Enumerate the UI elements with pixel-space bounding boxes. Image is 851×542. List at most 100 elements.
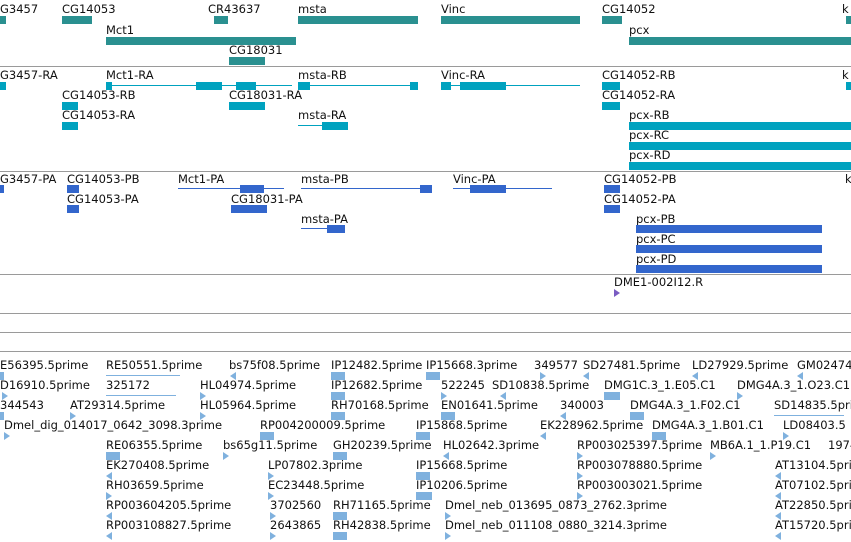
protein-exon[interactable] (470, 185, 506, 193)
protein-label[interactable]: msta-PA (301, 212, 348, 226)
est-label[interactable]: Dmel_dig_014017_0642_3098.3prime (4, 418, 223, 432)
est-arrow-icon[interactable] (797, 372, 803, 380)
est-arrow-icon[interactable] (70, 412, 76, 420)
est-arrow-icon[interactable] (268, 492, 274, 500)
est-label[interactable]: LD27929.5prime (692, 358, 789, 372)
protein-feature[interactable] (67, 205, 79, 213)
est-label[interactable]: HL04974.5prime (200, 378, 297, 392)
protein-label[interactable]: G3457-PA (0, 172, 57, 186)
est-label[interactable]: DMG4A.3_1.F02.C1 (630, 398, 741, 412)
est-label[interactable]: RP003078880.5prime (577, 458, 703, 472)
est-label[interactable]: GM02474 (797, 358, 851, 372)
est-label[interactable]: MB6A.1_1.P19.C1 (710, 438, 812, 452)
est-feature[interactable] (630, 412, 644, 420)
gene-feature[interactable] (629, 37, 851, 45)
est-arrow-icon[interactable] (737, 392, 743, 400)
protein-label[interactable]: pcx-PD (636, 252, 677, 266)
est-feature[interactable] (106, 452, 120, 460)
transcript-label[interactable]: CG14053-RB (62, 88, 136, 102)
transcript-feature[interactable] (629, 162, 851, 170)
transcript-label[interactable]: G3457-RA (0, 68, 58, 82)
est-label[interactable]: Dmel_neb_013695_0873_2762.3prime (445, 498, 667, 512)
transcript-label[interactable]: pcx-RB (629, 108, 670, 122)
est-label[interactable]: IP15668.5prime (416, 458, 508, 472)
est-feature[interactable] (0, 372, 4, 380)
est-arrow-icon[interactable] (692, 372, 698, 380)
gene-label[interactable]: k (842, 2, 849, 16)
transcript-label[interactable]: pcx-RD (629, 148, 671, 162)
est-label[interactable]: RP003604205.5prime (106, 498, 232, 512)
est-label[interactable]: DMG1C.3_1.E05.C1 (604, 378, 716, 392)
est-arrow-icon[interactable] (500, 392, 506, 400)
est-arrow-icon[interactable] (445, 532, 451, 540)
est-arrow-icon[interactable] (775, 512, 781, 520)
transcript-label[interactable]: Mct1-RA (106, 68, 154, 82)
transcript-label[interactable]: msta-RB (298, 68, 347, 82)
est-arrow-icon[interactable] (443, 452, 449, 460)
gene-feature[interactable] (602, 16, 622, 24)
protein-exon[interactable] (327, 225, 345, 233)
est-label[interactable]: 1974 (828, 438, 851, 452)
gene-feature[interactable] (846, 16, 851, 24)
est-label[interactable]: AT15720.5prime (775, 518, 851, 532)
est-label[interactable]: AT29314.5prime (70, 398, 166, 412)
est-arrow-icon[interactable] (270, 512, 276, 520)
est-arrow-icon[interactable] (230, 372, 236, 380)
gene-label[interactable]: Mct1 (106, 23, 135, 37)
est-label[interactable]: HL02642.3prime (443, 438, 540, 452)
est-label[interactable]: 349577 (534, 358, 578, 372)
est-arrow-icon[interactable] (106, 492, 112, 500)
transcript-feature[interactable] (62, 122, 78, 130)
gene-label[interactable]: G3457 (0, 2, 39, 16)
est-label[interactable]: RE50551.5prime (106, 358, 203, 372)
protein-label[interactable]: CG14052-PB (604, 172, 677, 186)
est-arrow-icon[interactable] (106, 532, 112, 540)
est-label[interactable]: SD27481.5prime (583, 358, 681, 372)
gene-feature[interactable] (0, 16, 6, 24)
est-label[interactable]: IP15668.3prime (426, 358, 518, 372)
est-arrow-icon[interactable] (441, 392, 447, 400)
transcript-exon[interactable] (106, 82, 112, 90)
est-label[interactable]: 325172 (106, 378, 150, 392)
est-arrow-icon[interactable] (223, 452, 229, 460)
est-arrow-icon[interactable] (200, 392, 206, 400)
est-label[interactable]: D16910.5prime (0, 378, 90, 392)
gene-feature[interactable] (441, 16, 580, 24)
est-label[interactable]: AT07102.5prime (775, 478, 851, 492)
est-label[interactable]: 2643865 (270, 518, 322, 532)
est-label[interactable]: IP15868.5prime (416, 418, 508, 432)
est-arrow-icon[interactable] (577, 452, 583, 460)
gene-feature[interactable] (106, 37, 296, 45)
est-arrow-icon[interactable] (270, 532, 276, 540)
est-label[interactable]: IP10206.5prime (416, 478, 508, 492)
protein-feature[interactable] (231, 205, 267, 213)
protein-feature[interactable] (636, 245, 822, 253)
transcript-exon[interactable] (236, 82, 256, 90)
est-label[interactable]: 344543 (0, 398, 44, 412)
protein-label[interactable]: Mct1-PA (178, 172, 225, 186)
est-label[interactable]: GH20239.5prime (333, 438, 432, 452)
est-arrow-icon[interactable] (445, 512, 451, 520)
transcript-feature[interactable] (0, 82, 6, 90)
est-arrow-icon[interactable] (583, 372, 589, 380)
est-label[interactable]: SD10838.5prime (492, 378, 590, 392)
gene-label[interactable]: CG14052 (602, 2, 656, 16)
gene-feature[interactable] (298, 16, 418, 24)
protein-feature[interactable] (604, 185, 620, 193)
est-feature[interactable] (331, 372, 345, 380)
est-label[interactable]: Dmel_neb_011108_0880_3214.3prime (445, 518, 667, 532)
transcript-label[interactable]: CG18031-RA (229, 88, 303, 102)
est-label[interactable]: EC23448.5prime (268, 478, 365, 492)
est-arrow-icon[interactable] (710, 452, 716, 460)
est-label[interactable]: bs65g11.5prime (223, 438, 318, 452)
est-label[interactable]: RE06355.5prime (106, 438, 203, 452)
est-arrow-icon[interactable] (106, 472, 112, 480)
est-label[interactable]: RP003003021.5prime (577, 478, 703, 492)
est-label[interactable]: RH42838.5prime (333, 518, 431, 532)
est-label[interactable]: LP07802.3prime (268, 458, 363, 472)
clone-marker-icon[interactable] (614, 289, 620, 297)
protein-feature[interactable] (67, 185, 79, 193)
transcript-exon[interactable] (441, 82, 451, 90)
gene-feature[interactable] (229, 57, 265, 65)
est-arrow-icon[interactable] (775, 532, 781, 540)
